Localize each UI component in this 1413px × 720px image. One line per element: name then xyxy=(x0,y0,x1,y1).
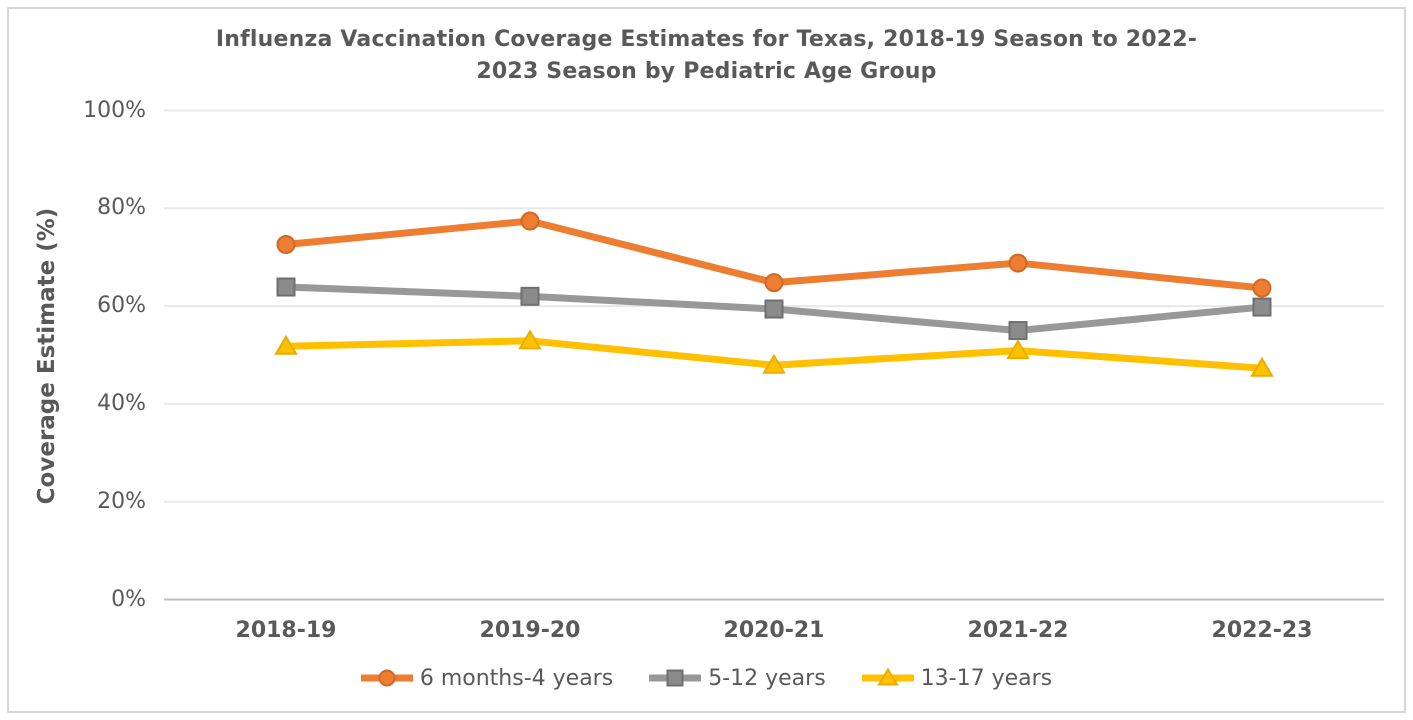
circle-legend-glyph xyxy=(360,669,413,687)
x-tick-label: 2020-21 xyxy=(723,618,825,643)
y-tick-label: 100% xyxy=(83,97,146,123)
triangle-marker xyxy=(762,353,786,374)
triangle-marker xyxy=(1250,356,1274,377)
y-tick-label: 60% xyxy=(97,293,146,319)
triangle-marker xyxy=(274,334,298,355)
circle-marker xyxy=(378,669,396,687)
legend-item: 5-12 years xyxy=(649,665,826,691)
chart-title-line-2: 2023 Season by Pediatric Age Group xyxy=(476,59,937,84)
legend-item: 13-17 years xyxy=(861,665,1053,691)
triangle-marker xyxy=(518,329,542,350)
legend-label: 5-12 years xyxy=(708,665,826,691)
circle-marker xyxy=(764,273,784,293)
square-marker xyxy=(666,669,684,687)
triangle-marker xyxy=(876,667,899,686)
legend: 6 months-4 years 5-12 years 13-17 years xyxy=(0,660,1413,696)
chart-title-line-1: Influenza Vaccination Coverage Estimates… xyxy=(215,27,1198,52)
x-tick-label: 2021-22 xyxy=(967,618,1069,643)
y-tick-label: 40% xyxy=(97,390,146,416)
y-tick-label: 20% xyxy=(97,488,146,514)
triangle-marker xyxy=(1006,339,1030,360)
legend-item: 6 months-4 years xyxy=(360,665,614,691)
square-marker xyxy=(1008,321,1028,341)
square-legend-glyph xyxy=(649,669,702,687)
y-tick-label: 80% xyxy=(97,195,146,221)
chart-title: Influenza Vaccination Coverage Estimates… xyxy=(0,24,1413,88)
x-tick-label: 2019-20 xyxy=(479,618,581,643)
triangle-legend-glyph xyxy=(861,667,914,686)
x-tick-label: 2022-23 xyxy=(1211,618,1313,643)
square-marker xyxy=(520,286,540,306)
y-tick-label: 0% xyxy=(111,586,146,612)
circle-marker xyxy=(520,211,540,231)
square-marker xyxy=(276,277,296,297)
square-marker xyxy=(764,299,784,319)
x-tick-label: 2018-19 xyxy=(235,618,337,643)
legend-label: 13-17 years xyxy=(920,665,1053,691)
circle-marker xyxy=(1008,253,1028,273)
circle-marker xyxy=(276,234,296,254)
legend-label: 6 months-4 years xyxy=(419,665,614,691)
square-marker xyxy=(1252,297,1272,317)
circle-marker xyxy=(1252,278,1272,298)
